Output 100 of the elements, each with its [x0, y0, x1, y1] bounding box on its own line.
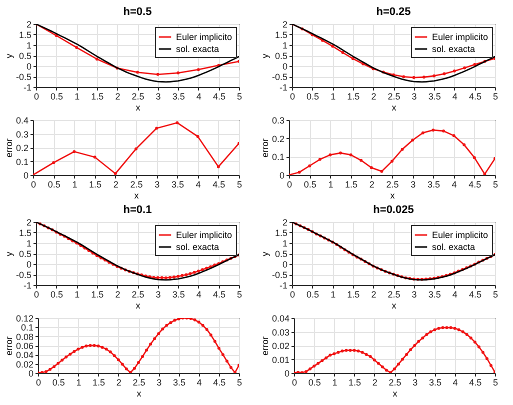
x-tick-label: 0.5 — [50, 290, 64, 300]
y-axis-title: y — [4, 53, 14, 58]
legend-label: sol. exacta — [432, 44, 476, 54]
x-tick-label: 3.5 — [171, 180, 184, 190]
y-tick-label: 2 — [282, 20, 288, 30]
x-tick-label: 1.5 — [347, 92, 360, 102]
x-tick-label: 3.5 — [428, 378, 442, 388]
y-tick-label: 2 — [26, 20, 32, 30]
x-tick-label: 1.5 — [92, 378, 106, 388]
x-tick-label: 1 — [72, 180, 78, 190]
x-tick-label: 0 — [36, 378, 42, 388]
x-tick-label: 2.5 — [130, 180, 143, 190]
x-tick-label: 2 — [113, 180, 118, 190]
y-tick-label: 0.04 — [272, 314, 290, 324]
y-tick-label: -0.5 — [272, 72, 288, 82]
x-tick-label: 3 — [410, 180, 416, 190]
x-tick-label: 2.5 — [132, 290, 144, 300]
x-tick-label: 4.5 — [212, 92, 226, 102]
y-tick-label: 0.5 — [274, 51, 288, 61]
x-tick-label: 2.5 — [388, 378, 402, 388]
y-tick-label: 1.5 — [274, 228, 288, 238]
x-tick-label: 2.5 — [388, 290, 400, 300]
x-tick-label: 5 — [492, 180, 498, 190]
x-tick-label: 0.5 — [308, 378, 321, 388]
y-tick-label: -1 — [279, 280, 288, 290]
x-tick-label: 3.5 — [428, 92, 441, 102]
x-tick-label: 2 — [115, 92, 120, 102]
y-tick-label: -0.5 — [272, 270, 288, 280]
y-tick-label: -1 — [23, 280, 32, 290]
x-tick-label: 2.5 — [388, 92, 400, 102]
legend-label: sol. exacta — [176, 44, 220, 54]
legend-label: sol. exacta — [432, 242, 476, 252]
y-tick-label: 1 — [26, 238, 32, 248]
x-tick-label: 0 — [292, 378, 298, 388]
x-tick-label: 4.5 — [212, 180, 226, 190]
x-tick-label: 4.5 — [468, 180, 482, 190]
x-tick-label: 4 — [452, 180, 457, 190]
y-tick-label: 0.1 — [20, 322, 34, 333]
x-tick-label: 4.5 — [468, 92, 482, 102]
y-axis-title: y — [260, 53, 270, 58]
y-tick-label: 1 — [282, 238, 288, 248]
y-tick-label: 0.3 — [16, 129, 28, 140]
x-tick-label: 4 — [196, 290, 202, 300]
x-tick-label: 5 — [236, 180, 242, 190]
x-tick-label: 4 — [196, 378, 202, 388]
x-tick-label: 1 — [74, 92, 80, 102]
x-tick-label: 1 — [330, 92, 336, 102]
x-tick-label: 5 — [236, 378, 242, 388]
y-tick-label: 0 — [26, 62, 32, 72]
x-tick-label: 5 — [492, 290, 498, 300]
y-axis-title: error — [4, 336, 14, 356]
x-tick-label: 0.5 — [306, 290, 320, 300]
y-tick-label: 0 — [28, 368, 34, 378]
x-tick-label: 1.5 — [91, 92, 104, 102]
y-tick-label: 1.5 — [18, 228, 32, 238]
legend-label: Euler implicito — [432, 230, 488, 240]
y-axis-title: y — [260, 251, 270, 256]
y-axis-title: y — [4, 251, 14, 256]
y-tick-label: 0 — [279, 170, 284, 180]
x-tick-label: 0.5 — [306, 92, 320, 102]
legend-label: sol. exacta — [176, 242, 220, 252]
y-tick-label: 0.03 — [272, 327, 290, 338]
y-axis-title: error — [4, 138, 14, 158]
x-tick-label: 5 — [492, 378, 498, 388]
x-tick-label: 3 — [412, 378, 418, 388]
y-tick-label: 0 — [282, 62, 288, 72]
x-tick-label: 3 — [156, 378, 162, 388]
x-axis-title: x — [136, 300, 141, 310]
x-tick-label: 3.5 — [172, 92, 185, 102]
x-tick-label: 4 — [452, 290, 458, 300]
x-tick-label: 2 — [369, 180, 374, 190]
y-tick-label: 2 — [26, 218, 32, 228]
y-tick-label: 1 — [26, 40, 32, 50]
y-tick-label: 1 — [282, 40, 288, 50]
x-axis-title: x — [136, 388, 142, 398]
x-tick-label: 4 — [452, 378, 458, 388]
x-tick-label: 0.5 — [52, 378, 65, 388]
x-tick-label: 1 — [74, 290, 80, 300]
y-tick-label: 0.5 — [274, 249, 288, 259]
x-tick-label: 1 — [330, 290, 336, 300]
legend-label: Euler implicito — [176, 32, 232, 42]
legend-label: Euler implicito — [432, 32, 488, 42]
x-axis-title: x — [392, 102, 397, 112]
x-tick-label: 1 — [76, 378, 82, 388]
x-tick-label: 0.5 — [304, 180, 316, 190]
chart-title: h=0.25 — [376, 6, 411, 18]
x-tick-label: 3.5 — [427, 180, 440, 190]
legend-label: Euler implicito — [176, 230, 232, 240]
y-tick-label: 0 — [284, 368, 290, 378]
x-tick-label: 1.5 — [347, 290, 360, 300]
chart-title: h=0.5 — [123, 6, 152, 18]
x-tick-label: 4 — [196, 92, 202, 102]
y-tick-label: 0 — [23, 170, 28, 180]
chart-title: h=0.1 — [123, 204, 152, 216]
x-tick-label: 4 — [196, 180, 201, 190]
x-axis-title: x — [392, 300, 397, 310]
x-tick-label: 2 — [372, 378, 378, 388]
x-tick-label: 3.5 — [172, 290, 185, 300]
x-tick-label: 2.5 — [132, 378, 146, 388]
y-tick-label: 1.5 — [274, 30, 288, 40]
